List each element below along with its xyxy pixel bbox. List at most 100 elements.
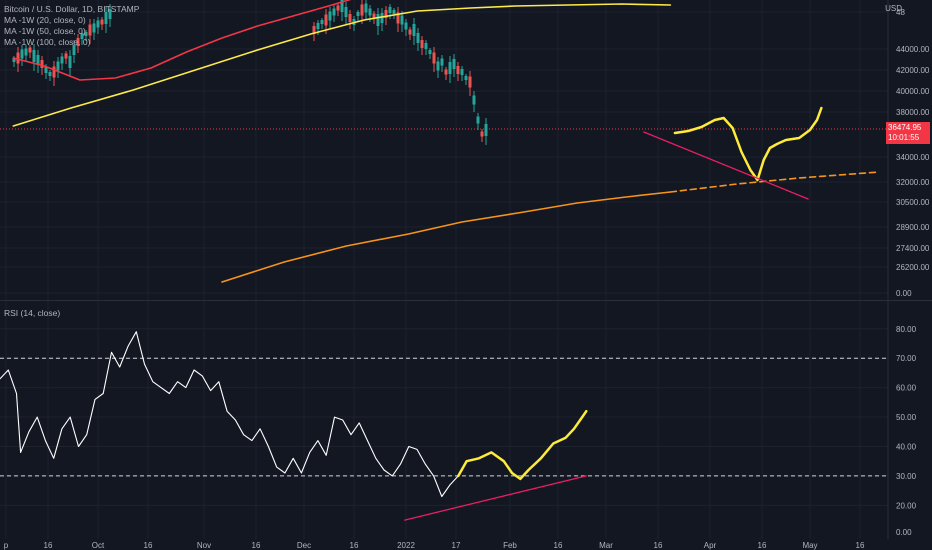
- price-axis-label: 27400.00: [896, 244, 930, 253]
- candle-body: [404, 22, 408, 30]
- rsi-axis-label: 60.00: [896, 384, 917, 393]
- time-tick-label: Feb: [503, 541, 517, 550]
- series-ma50: [12, 3, 672, 127]
- candle-body: [428, 50, 432, 54]
- candle-body: [340, 0, 344, 12]
- candle-body: [348, 14, 352, 22]
- candle-body: [436, 61, 440, 71]
- candle-body: [396, 12, 400, 24]
- price-axis-label: 28900.00: [896, 223, 930, 232]
- rsi-series-drawing: [457, 409, 588, 481]
- candle-body: [12, 58, 16, 62]
- candle-body: [36, 55, 40, 65]
- rsi-axis-label: 40.00: [896, 442, 917, 451]
- ma100-legend: MA -1W (100, close, 0): [4, 37, 91, 47]
- candle-body: [460, 69, 464, 75]
- time-tick-label: May: [802, 541, 817, 550]
- rsi-legend: RSI (14, close): [4, 308, 61, 318]
- candle-body: [336, 5, 340, 11]
- ma50-legend: MA -1W (50, close, 0): [4, 26, 86, 36]
- candle-body: [40, 60, 44, 68]
- time-tick-label: p: [4, 541, 9, 550]
- candle-body: [24, 48, 28, 56]
- price-legend: Bitcoin / U.S. Dollar, 1D, BITSTAMP MA -…: [4, 4, 139, 48]
- time-tick-label: 16: [758, 541, 767, 550]
- candle-body: [16, 52, 20, 64]
- candle-body: [28, 47, 32, 53]
- candle-body: [356, 12, 360, 16]
- candle-body: [20, 49, 24, 59]
- candle-body: [476, 116, 480, 124]
- candle-body: [408, 29, 412, 35]
- symbol-title: Bitcoin / U.S. Dollar, 1D, BITSTAMP: [4, 4, 140, 14]
- candle-body: [392, 10, 396, 14]
- time-tick-label: 16: [654, 541, 663, 550]
- price-axis-label: 0.00: [896, 289, 912, 298]
- time-tick-label: 16: [554, 541, 563, 550]
- rsi-axis-label: 20.00: [896, 501, 917, 510]
- candle-body: [468, 76, 472, 88]
- price-chart-svg[interactable]: 48 44000.00 42000.00 40000.00 38000.00 34000.…: [0, 0, 932, 300]
- candle-body: [68, 56, 72, 68]
- rsi-axis-label: 80.00: [896, 325, 917, 334]
- candle-body: [400, 15, 404, 25]
- rsi-pane[interactable]: 80.00 70.00 60.00 50.00 40.00 30.00 20.00 0.00 …: [0, 301, 932, 539]
- candle-body: [420, 40, 424, 48]
- candle-body: [76, 38, 80, 46]
- price-axis-label: 48: [896, 8, 905, 17]
- candle-body: [332, 8, 336, 16]
- rsi-series-rsi: [0, 331, 459, 498]
- candle-body: [416, 33, 420, 43]
- time-tick-label: 16: [44, 541, 53, 550]
- candle-body: [100, 19, 104, 25]
- price-chart-pane[interactable]: 48 44000.00 42000.00 40000.00 38000.00 34000.…: [0, 0, 932, 300]
- time-axis-svg: p 16 Oct 16 Nov 16 Dec 16 2022 17 Feb 16 Mar 16 Apr 16 M…: [4, 541, 865, 550]
- candle-body: [88, 24, 92, 36]
- candle-body: [448, 62, 452, 74]
- candle-body: [92, 23, 96, 33]
- time-tick-label: 16: [856, 541, 865, 550]
- time-tick-label: Mar: [599, 541, 613, 550]
- time-tick-label: 16: [144, 541, 153, 550]
- price-axis-label: 30500.00: [896, 198, 930, 207]
- time-axis[interactable]: p 16 Oct 16 Nov 16 Dec 16 2022 17 Feb 16 Mar 16 Apr 16 M…: [0, 539, 932, 550]
- rsi-axis-label: 0.00: [896, 528, 912, 537]
- price-axis-label: 42000.00: [896, 66, 930, 75]
- candle-body: [376, 14, 380, 26]
- series-ma100: [221, 191, 672, 283]
- candle-body: [328, 11, 332, 21]
- last-price-value: 36474.95: [888, 123, 922, 132]
- price-axis-label: 38000.00: [896, 108, 930, 117]
- candle-body: [312, 26, 316, 34]
- series-ma20: [12, 0, 352, 81]
- candle-body: [432, 52, 436, 64]
- candle-body: [108, 9, 112, 19]
- candle-body: [368, 8, 372, 16]
- candle-body: [388, 7, 392, 13]
- last-price-tag: 36474.95 10:01:55: [886, 122, 930, 144]
- candle-body: [48, 72, 52, 76]
- currency-label: USD: [885, 4, 902, 13]
- candle-body: [412, 24, 416, 36]
- candle-body: [344, 7, 348, 17]
- candle-body: [384, 10, 388, 18]
- candle-body: [324, 14, 328, 26]
- series-ma100-projection: [669, 171, 880, 193]
- price-axis-label: 34000.00: [896, 153, 930, 162]
- bar-countdown: 10:01:55: [888, 133, 920, 142]
- rsi-axis-label: 50.00: [896, 413, 917, 422]
- candle-body: [360, 4, 364, 16]
- candle-body: [472, 95, 476, 105]
- rsi-series-trendline: [404, 475, 587, 521]
- price-axis-label: 44000.00: [896, 45, 930, 54]
- candle-body: [64, 53, 68, 59]
- pane-divider[interactable]: [0, 300, 932, 301]
- candle-body: [96, 20, 100, 28]
- rsi-axis-label: 70.00: [896, 354, 917, 363]
- time-tick-label: 17: [452, 541, 461, 550]
- price-axis-label: 40000.00: [896, 87, 930, 96]
- rsi-chart-svg[interactable]: 80.00 70.00 60.00 50.00 40.00 30.00 20.00 0.00: [0, 301, 932, 539]
- candle-body: [452, 59, 456, 69]
- price-axis-label: 32000.00: [896, 178, 930, 187]
- time-tick-label: Nov: [197, 541, 211, 550]
